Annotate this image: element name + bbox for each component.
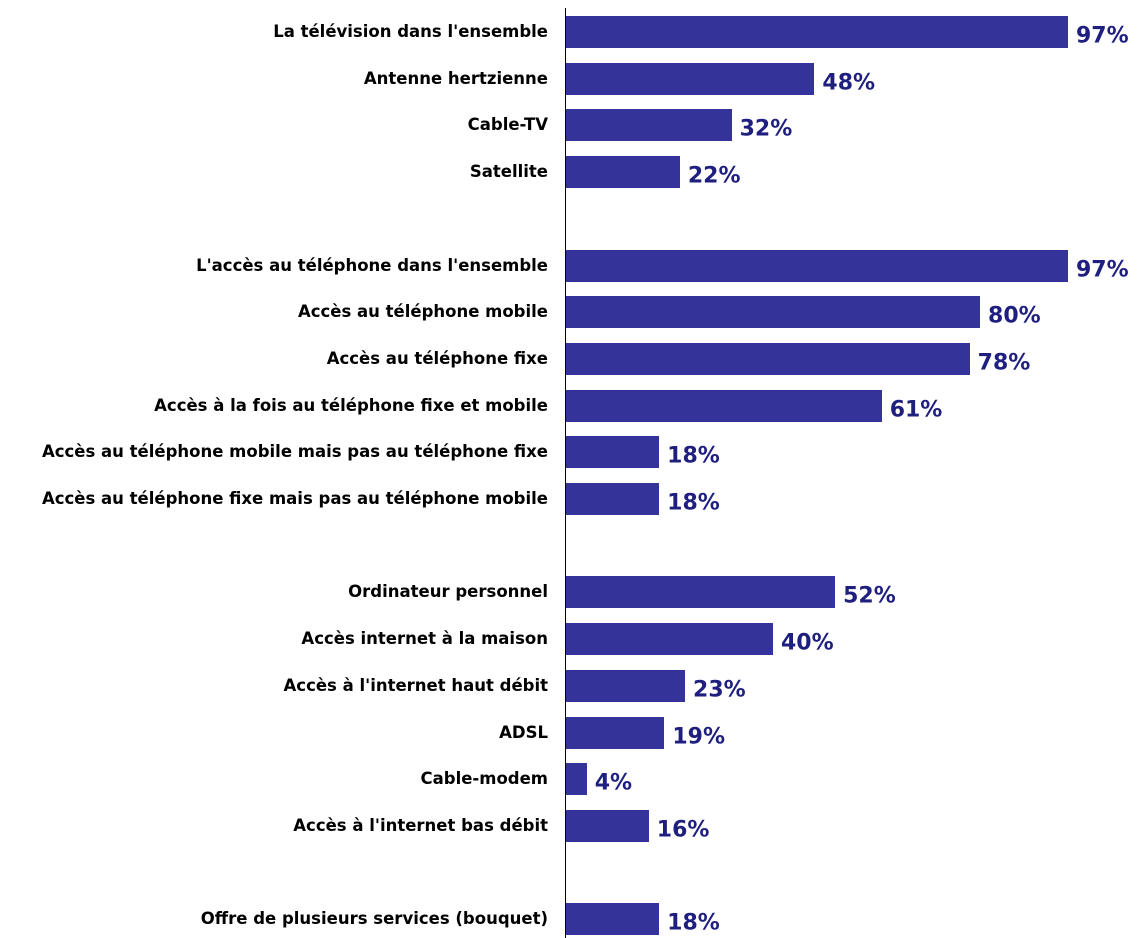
category-label: Cable-modem [420,769,548,789]
value-label: 22% [687,163,741,189]
category-label: L'accès au téléphone dans l'ensemble [196,255,548,275]
category-label: Accès à l'internet bas débit [293,815,548,835]
category-label: Antenne hertzienne [363,68,548,88]
value-label: 97% [1076,256,1129,282]
bar [566,249,1068,282]
bar [566,483,660,515]
category-label: La télévision dans l'ensemble [273,22,548,41]
value-label: 80% [988,303,1041,329]
bar [566,389,882,422]
value-label: 4% [594,770,633,796]
bar [566,716,665,749]
value-label: 18% [667,490,720,516]
category-label: Accès au téléphone fixe mais pas au télé… [41,489,548,508]
bar [566,156,680,189]
bar [566,623,773,656]
value-label: 61% [889,396,943,422]
bar [566,342,970,375]
value-label: 32% [739,116,793,142]
bar [566,669,686,702]
value-label: 19% [672,723,725,749]
category-label: Accès à l'internet haut débit [283,675,548,695]
bar [566,296,981,329]
category-label: Satellite [469,162,548,182]
axis-line [565,8,566,938]
value-label: 18% [667,910,720,936]
value-label: 48% [822,69,876,95]
value-label: 97% [1076,23,1129,49]
category-label: Accès à la fois au téléphone fixe et mob… [154,395,548,415]
value-label: 78% [977,350,1031,376]
value-label: 52% [843,583,896,609]
category-label: Accès internet à la maison [301,629,548,649]
value-label: 16% [656,817,710,843]
category-label: Accès au téléphone fixe [326,348,548,368]
category-label: ADSL [499,722,548,742]
bar [566,763,587,796]
category-label: Cable-TV [467,115,548,135]
bar [566,109,732,142]
bar [566,903,660,936]
value-label: 18% [667,443,720,469]
bar [566,576,836,609]
bar [566,809,649,842]
bar [566,436,660,469]
category-label: Ordinateur personnel [348,582,548,602]
value-label: 23% [693,677,746,703]
bar [566,16,1068,48]
category-label: Offre de plusieurs services (bouquet) [200,909,548,929]
category-label: Accès au téléphone mobile mais pas au té… [41,442,548,462]
bar [566,62,815,95]
value-label: 40% [781,630,834,656]
category-label: Accès au téléphone mobile [297,302,548,322]
